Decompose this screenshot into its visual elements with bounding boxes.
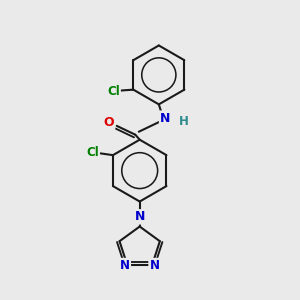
Text: N: N [149, 259, 160, 272]
Text: N: N [120, 259, 130, 272]
Text: N: N [134, 210, 145, 223]
Text: H: H [178, 115, 188, 128]
Text: Cl: Cl [107, 85, 120, 98]
Text: O: O [103, 116, 114, 129]
Text: Cl: Cl [86, 146, 99, 159]
Text: N: N [160, 112, 170, 125]
